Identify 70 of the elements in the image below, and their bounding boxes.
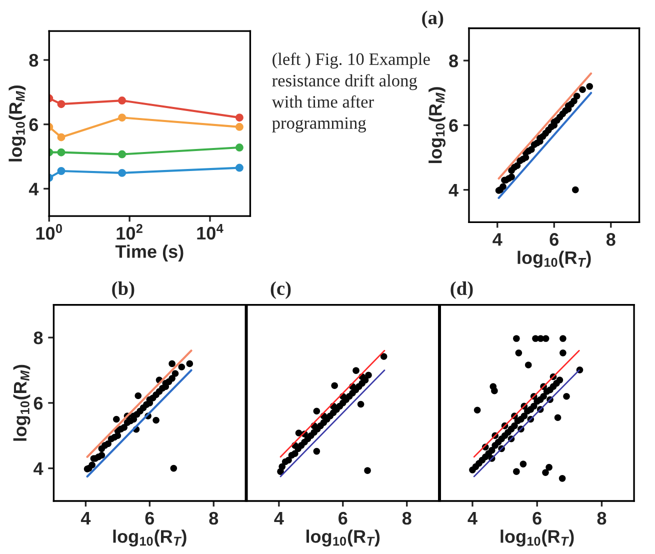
- point: [134, 392, 142, 400]
- y-tick-label: 8: [29, 54, 38, 67]
- point: [331, 382, 338, 389]
- point: [357, 400, 364, 408]
- x-axis-title: log$_{10}$(R$_{T}$): [306, 530, 380, 547]
- y-tick-label: 4: [448, 184, 458, 196]
- x-axis-title: log$_{10}$(R$_{T}$): [518, 250, 591, 268]
- point: [579, 86, 586, 94]
- x-tick-label: 8: [597, 512, 606, 525]
- point: [285, 456, 292, 464]
- point: [313, 408, 320, 414]
- point: [178, 364, 186, 370]
- point: [186, 360, 194, 368]
- x-axis-title: Time (s): [115, 244, 184, 262]
- x-axis-title: log$_{10}$(R$_{T}$): [113, 530, 186, 547]
- x-tick-label: 6: [532, 512, 542, 525]
- point: [500, 183, 506, 190]
- point: [292, 450, 298, 457]
- point: [508, 174, 515, 180]
- x-tick-label: 10$^{0}$: [36, 224, 62, 240]
- y-axis-title: log$_{10}$(R$_{M}$): [8, 86, 26, 162]
- point: [364, 467, 371, 474]
- y-tick-label: 6: [449, 119, 458, 132]
- x-tick-label: 8: [209, 512, 218, 525]
- chart-title: (a): [422, 10, 444, 28]
- point: [295, 430, 302, 436]
- y-tick-label: 4: [28, 182, 39, 196]
- point: [113, 416, 120, 423]
- point: [586, 83, 594, 90]
- point: [352, 367, 360, 374]
- point: [277, 468, 284, 475]
- y-tick-label: 8: [34, 331, 43, 344]
- point: [168, 375, 176, 382]
- chart-title: (d): [450, 281, 473, 299]
- y-axis-title: log$_{10}$(R$_{M}$): [13, 364, 30, 441]
- chart-title: (c): [270, 281, 291, 299]
- y-axis-title: log$_{10}$(R$_{M}$): [428, 87, 446, 164]
- chart-title: (b): [112, 281, 134, 299]
- point: [172, 370, 179, 377]
- point: [572, 186, 579, 194]
- point: [120, 424, 128, 431]
- point: [104, 440, 112, 448]
- point: [98, 452, 106, 459]
- y-tick-label: 4: [34, 462, 44, 475]
- point: [88, 462, 96, 468]
- x-tick-label: 8: [606, 233, 616, 246]
- x-tick-label: 10$^{4}$: [197, 224, 224, 240]
- point: [170, 464, 178, 472]
- x-tick-label: 4: [468, 512, 478, 524]
- point: [514, 162, 521, 169]
- point: [380, 353, 388, 360]
- y-tick-label: 6: [29, 118, 38, 132]
- point: [365, 372, 372, 379]
- point: [570, 98, 578, 104]
- x-tick-label: 8: [402, 512, 412, 525]
- text: (left ) Fig. 10 Example resistance drift along with time after programming: [272, 52, 430, 132]
- x-axis-title: log$_{10}$(R$_{T}$): [500, 530, 574, 547]
- y-tick-label: 6: [34, 396, 43, 410]
- point: [168, 360, 176, 368]
- x-tick-label: 4: [492, 233, 502, 246]
- x-tick-label: 6: [338, 512, 348, 525]
- point: [573, 92, 580, 100]
- x-tick-label: 10$^{2}$: [116, 224, 142, 240]
- point: [152, 416, 160, 424]
- x-tick-label: 6: [550, 233, 558, 246]
- x-tick-label: 4: [274, 512, 284, 524]
- x-tick-label: 4: [80, 512, 91, 524]
- point: [313, 448, 320, 455]
- y-tick-label: 8: [449, 54, 458, 68]
- x-tick-label: 6: [145, 512, 154, 525]
